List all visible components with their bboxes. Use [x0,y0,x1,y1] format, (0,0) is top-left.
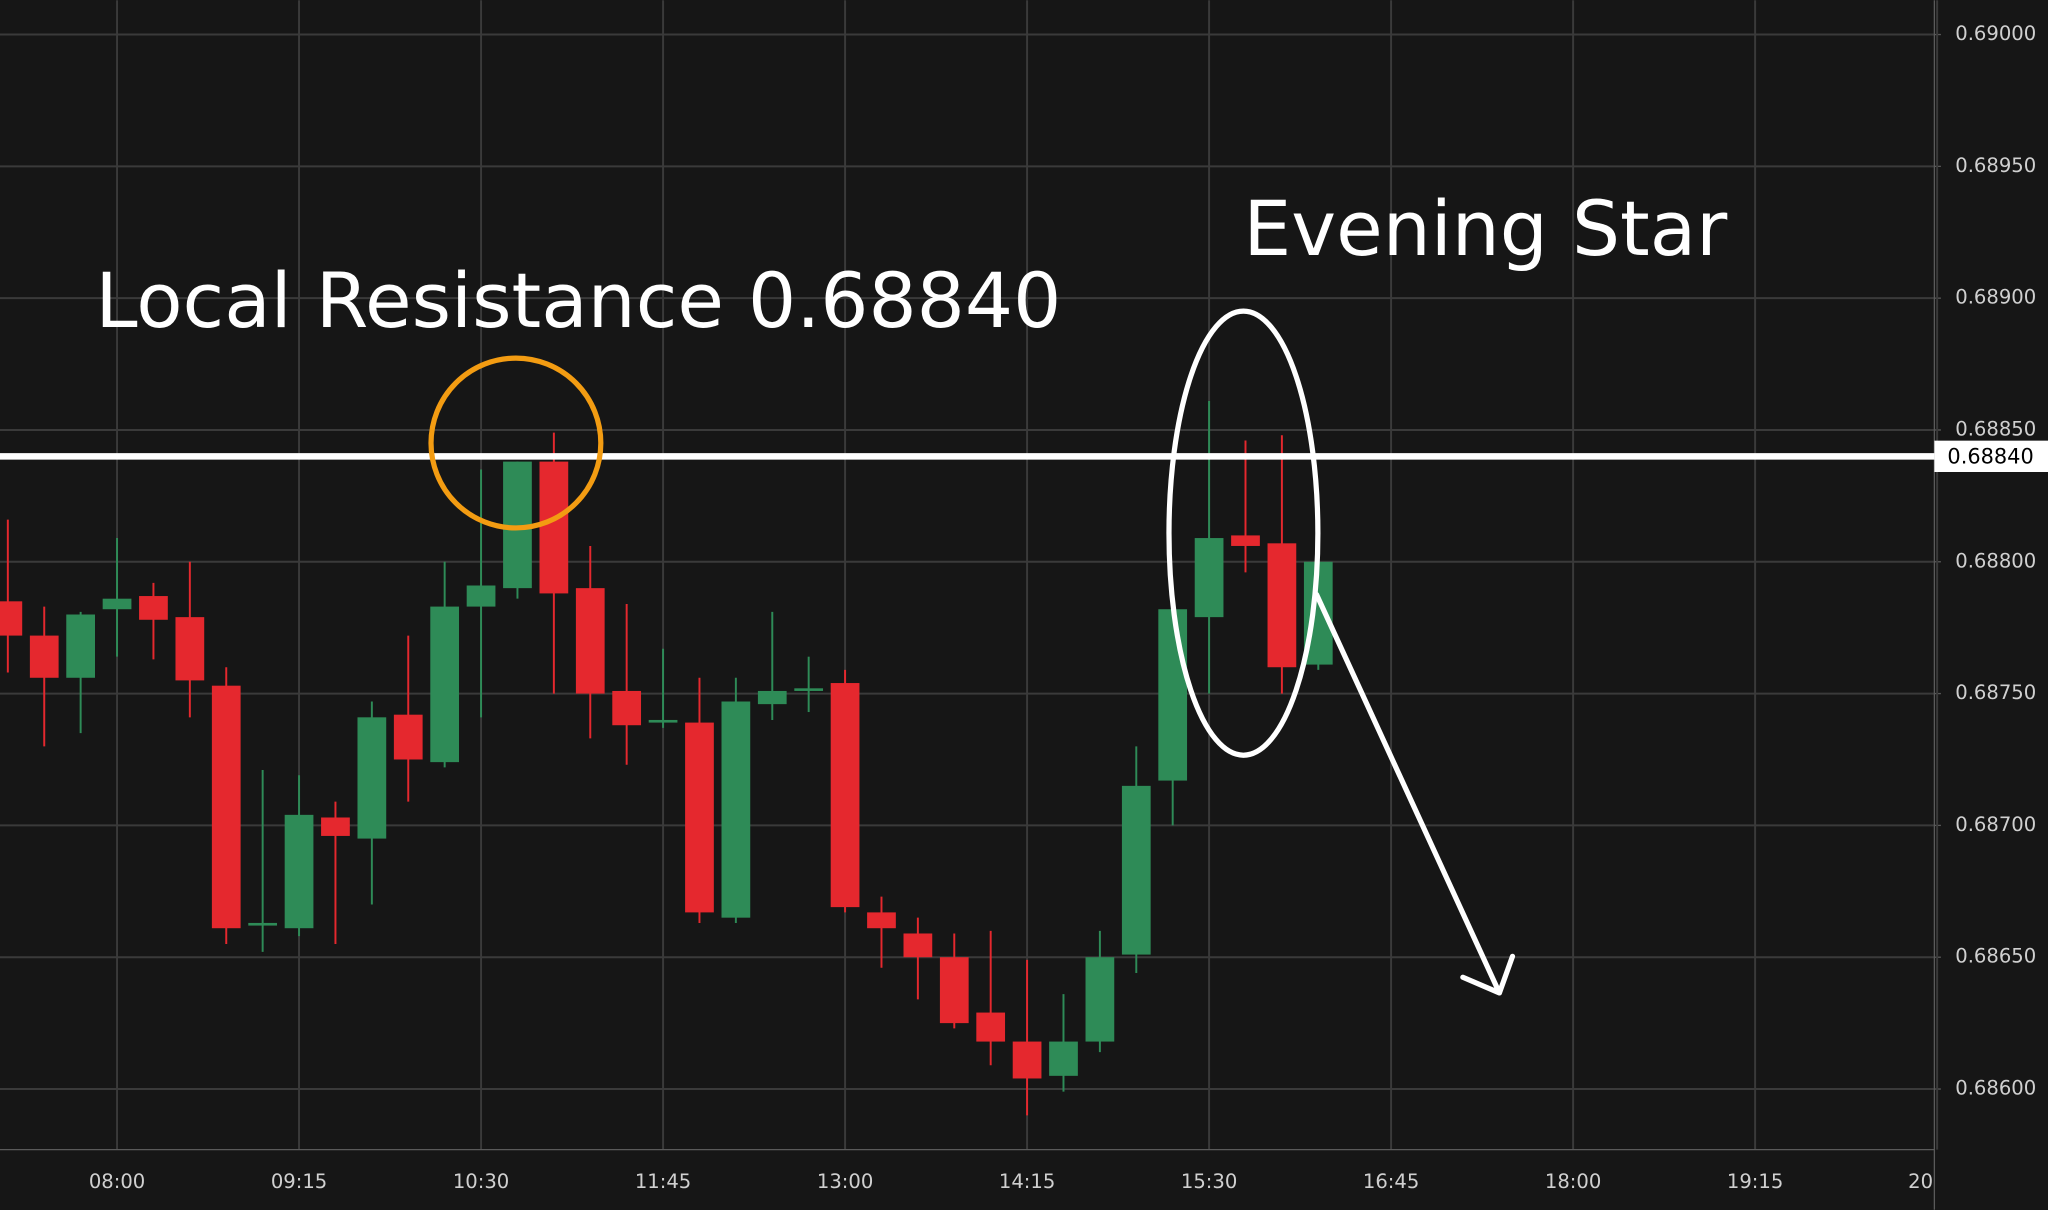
candle-body [248,922,278,926]
candle-body [1049,1041,1078,1076]
resistance-label-box [1934,440,2048,473]
x-tick-label: 15:30 [1181,1170,1237,1193]
y-tick-label: 0.68900 [1955,286,2036,309]
candle-body [867,912,896,929]
y-tick-label: 0.68850 [1955,417,2036,440]
y-tick-label: 0.68950 [1955,154,2036,177]
x-tick-label: 16:45 [1363,1170,1419,1193]
y-tick-label: 0.69000 [1955,22,2036,45]
highlight-circle [428,355,604,531]
candle-body [1121,785,1151,955]
candle-body [648,719,678,723]
candle-body [321,817,350,836]
annotation: Local Resistance 0.68840 [95,257,1061,345]
candle-body [1012,1041,1042,1079]
candle-body [830,683,860,908]
x-tick-label: 13:00 [817,1170,873,1193]
y-tick-label: 0.68750 [1955,681,2036,704]
candle-body [211,685,241,929]
x-tick-label: 11:45 [635,1170,691,1193]
x-tick-label: 09:15 [271,1170,327,1193]
candle-body [794,688,824,691]
candle-body [139,596,168,620]
y-tick-label: 0.68800 [1955,549,2036,572]
x-tick-label: 18:00 [1545,1170,1601,1193]
candle-body [757,690,787,705]
x-tick-label: 10:30 [453,1170,509,1193]
candle-body [612,690,642,726]
candle-body [685,722,714,913]
x-tick-label: 08:00 [89,1170,145,1193]
y-tick-label: 0.68650 [1955,945,2036,968]
x-tick-label: 14:15 [999,1170,1055,1193]
candle-body [976,1012,1006,1042]
candle-body [575,588,605,694]
candle-body [430,606,460,763]
candle-body [102,598,132,610]
candle-body [1267,543,1297,668]
candle-body [721,701,751,918]
resistance-label: 0.68840 [1947,445,2033,469]
candle-body [1158,609,1188,781]
candle-body [29,635,59,678]
x-tick-label: 19:15 [1727,1170,1783,1193]
arrow [1313,591,1516,996]
candles [0,400,1333,1116]
candle-body [539,461,569,594]
candle-body [1231,535,1260,546]
candle-body [903,933,933,958]
candle-body [66,614,96,678]
y-tick-label: 0.68700 [1955,813,2036,836]
candle-body [466,585,496,607]
candle-body [0,601,23,636]
candle-body [393,714,423,760]
annotation: Evening Star [1243,185,1728,273]
candle-body [939,957,969,1024]
highlight-ellipse [1166,308,1321,758]
y-tick-label: 0.68600 [1955,1077,2036,1100]
candle-body [175,617,205,681]
candle-body [284,814,314,929]
candle-body [357,717,387,839]
candle-body [1085,957,1115,1042]
candle-body [1194,538,1224,618]
x-tick-label: 20 [1908,1170,1933,1193]
overlay: 0.68840 [0,440,2048,473]
